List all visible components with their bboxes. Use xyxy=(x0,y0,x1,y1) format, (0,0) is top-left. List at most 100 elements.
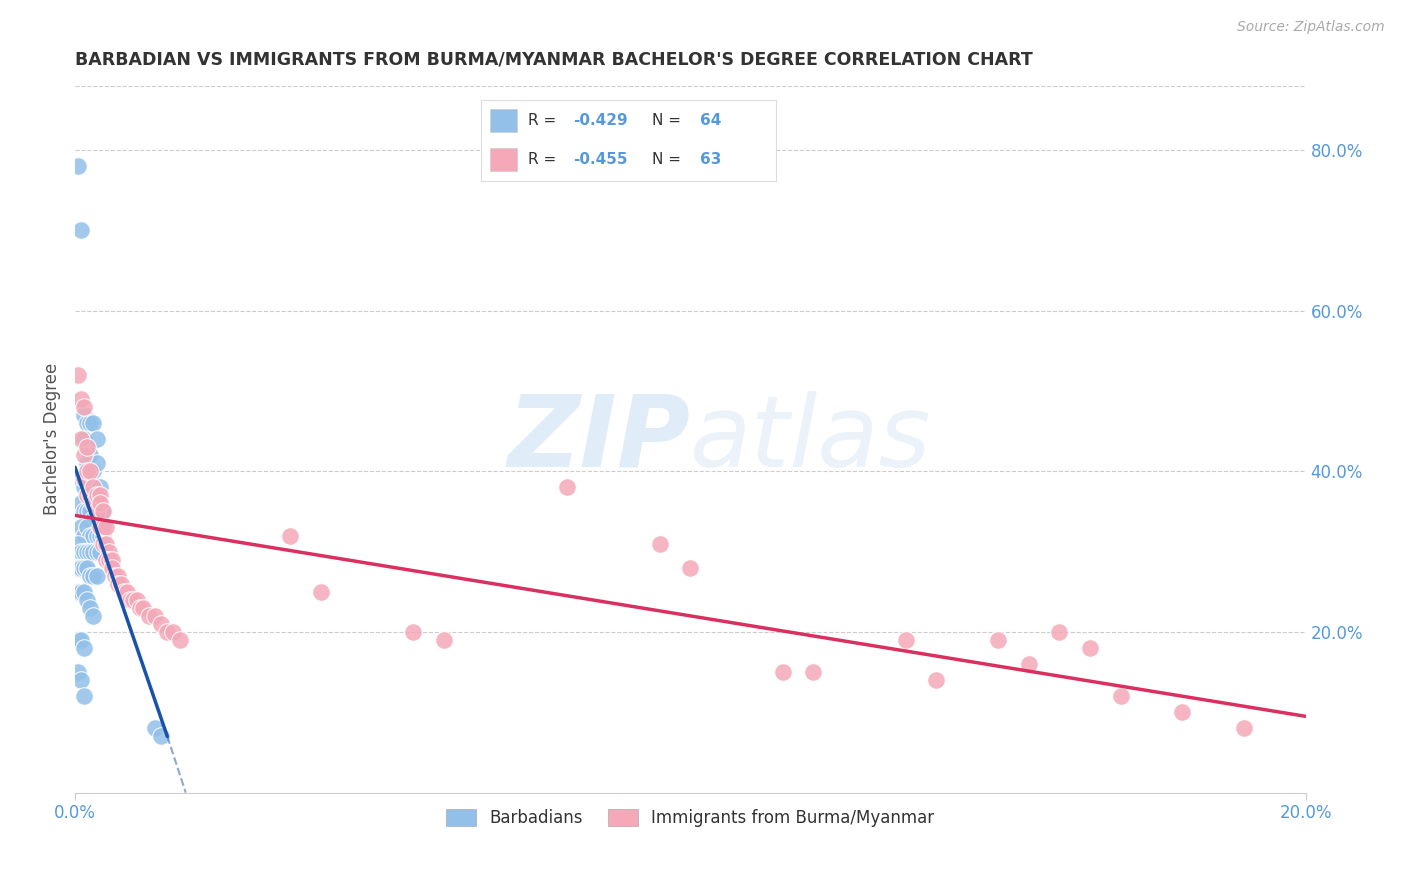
Point xyxy=(94,536,117,550)
Point xyxy=(86,488,108,502)
Point xyxy=(86,528,108,542)
Point xyxy=(89,528,111,542)
Point xyxy=(86,432,108,446)
Point xyxy=(70,392,93,406)
Point xyxy=(433,632,456,647)
Point xyxy=(89,480,111,494)
Point xyxy=(82,464,104,478)
Point xyxy=(1233,722,1256,736)
Point xyxy=(1078,640,1101,655)
Point xyxy=(925,673,948,688)
Point xyxy=(82,496,104,510)
Point xyxy=(162,624,184,639)
Point xyxy=(150,730,173,744)
Point xyxy=(67,665,90,679)
Point xyxy=(402,624,425,639)
Point xyxy=(76,440,98,454)
Point xyxy=(94,520,117,534)
Point xyxy=(76,544,98,558)
Point xyxy=(82,416,104,430)
Point xyxy=(79,416,101,430)
Point xyxy=(82,528,104,542)
Point xyxy=(67,560,90,574)
Point xyxy=(70,520,93,534)
Y-axis label: Bachelor's Degree: Bachelor's Degree xyxy=(44,363,60,516)
Point xyxy=(89,496,111,510)
Point xyxy=(143,608,166,623)
Point xyxy=(91,520,114,534)
Point xyxy=(86,488,108,502)
Point xyxy=(76,520,98,534)
Point xyxy=(91,504,114,518)
Point xyxy=(70,560,93,574)
Legend: Barbadians, Immigrants from Burma/Myanmar: Barbadians, Immigrants from Burma/Myanma… xyxy=(440,802,941,834)
Point xyxy=(79,464,101,478)
Text: atlas: atlas xyxy=(690,391,932,488)
Point xyxy=(138,608,160,623)
Point xyxy=(76,464,98,478)
Point xyxy=(82,512,104,526)
Point xyxy=(89,496,111,510)
Point xyxy=(73,408,96,422)
Point xyxy=(70,496,93,510)
Point xyxy=(76,592,98,607)
Point xyxy=(86,504,108,518)
Point xyxy=(1018,657,1040,671)
Point xyxy=(280,528,302,542)
Point xyxy=(79,600,101,615)
Point xyxy=(107,576,129,591)
Point xyxy=(89,520,111,534)
Point xyxy=(801,665,824,679)
Point xyxy=(73,504,96,518)
Point xyxy=(73,528,96,542)
Point xyxy=(128,600,150,615)
Point xyxy=(76,504,98,518)
Point xyxy=(101,552,124,566)
Point xyxy=(107,568,129,582)
Point xyxy=(94,552,117,566)
Point xyxy=(772,665,794,679)
Point xyxy=(143,722,166,736)
Point xyxy=(67,584,90,599)
Point xyxy=(73,472,96,486)
Point xyxy=(82,544,104,558)
Point xyxy=(86,504,108,518)
Point xyxy=(1171,706,1194,720)
Point xyxy=(73,640,96,655)
Point xyxy=(89,488,111,502)
Point xyxy=(112,584,135,599)
Point xyxy=(73,432,96,446)
Point xyxy=(70,673,93,688)
Point xyxy=(86,544,108,558)
Point xyxy=(76,488,98,502)
Point xyxy=(82,608,104,623)
Point xyxy=(76,440,98,454)
Point xyxy=(76,456,98,470)
Point xyxy=(70,584,93,599)
Point xyxy=(73,448,96,462)
Point xyxy=(125,592,148,607)
Point xyxy=(76,488,98,502)
Point xyxy=(79,504,101,518)
Point xyxy=(97,544,120,558)
Point xyxy=(82,480,104,494)
Point xyxy=(79,544,101,558)
Point xyxy=(894,632,917,647)
Text: BARBADIAN VS IMMIGRANTS FROM BURMA/MYANMAR BACHELOR'S DEGREE CORRELATION CHART: BARBADIAN VS IMMIGRANTS FROM BURMA/MYANM… xyxy=(75,51,1033,69)
Point xyxy=(79,528,101,542)
Point xyxy=(76,416,98,430)
Text: Source: ZipAtlas.com: Source: ZipAtlas.com xyxy=(1237,20,1385,34)
Point xyxy=(1047,624,1070,639)
Point xyxy=(70,544,93,558)
Point xyxy=(73,560,96,574)
Point xyxy=(117,584,139,599)
Point xyxy=(89,544,111,558)
Point xyxy=(169,632,191,647)
Point xyxy=(73,480,96,494)
Point xyxy=(97,552,120,566)
Point xyxy=(120,592,142,607)
Point xyxy=(86,456,108,470)
Point xyxy=(110,576,132,591)
Point xyxy=(1109,690,1132,704)
Point xyxy=(86,568,108,582)
